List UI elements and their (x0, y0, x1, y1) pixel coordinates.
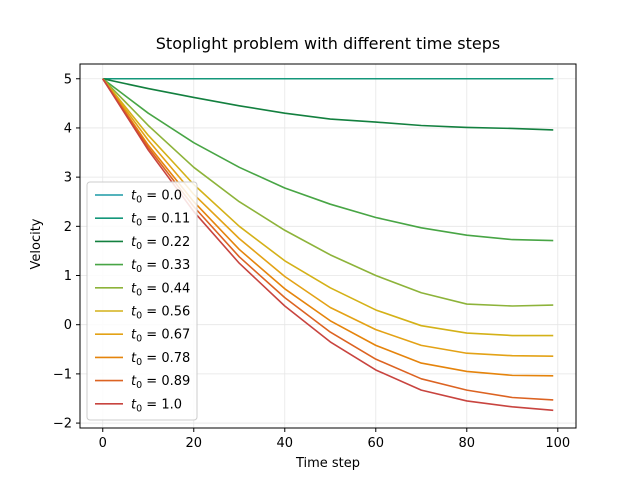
series-line-3 (102, 78, 554, 242)
x-tick-label: 0 (99, 436, 107, 451)
plot-frame (79, 63, 577, 429)
y-tick-label: 5 (64, 72, 72, 87)
legend-label: t0 = 0.56 (131, 305, 190, 322)
y-tick-label: −2 (53, 417, 72, 432)
x-tick-label: 80 (459, 436, 476, 451)
x-tick-label: 20 (185, 436, 202, 451)
y-axis-label: Velocity (29, 218, 44, 269)
y-tick-label: 0 (64, 318, 72, 333)
x-tick-label: 40 (276, 436, 293, 451)
legend-label: t0 = 0.44 (131, 281, 190, 298)
legend-label: t0 = 0.11 (131, 212, 190, 229)
y-tick-label: −1 (53, 367, 72, 382)
y-tick-label: 1 (64, 269, 72, 284)
y-tick-label: 2 (64, 220, 72, 235)
legend: t0 = 0.0 t0 = 0.11 t0 = 0.22 t0 = 0.33 t0 = … (86, 181, 198, 421)
y-tick-label: 3 (64, 171, 72, 186)
legend-label: t0 = 1.0 (131, 397, 182, 414)
legend-label: t0 = 0.0 (131, 189, 182, 206)
legend-label: t0 = 0.33 (131, 258, 190, 275)
series-line-5 (102, 78, 554, 337)
legend-label: t0 = 0.22 (131, 235, 190, 252)
x-tick-label: 60 (368, 436, 385, 451)
series-line-6 (102, 78, 554, 357)
x-axis: 0 20 40 60 80 100 (99, 428, 570, 451)
y-tick-label: 4 (64, 121, 72, 136)
legend-label: t0 = 0.89 (131, 374, 190, 391)
legend-label: t0 = 0.78 (131, 351, 190, 368)
x-tick-label: 100 (545, 436, 570, 451)
x-axis-label: Time step (295, 456, 360, 471)
series-line-2 (102, 77, 554, 131)
chart-title: Stoplight problem with different time st… (156, 34, 500, 53)
legend-label: t0 = 0.67 (131, 328, 190, 345)
y-axis: −2 −1 0 1 2 3 4 5 (53, 72, 80, 432)
series-line-4 (102, 78, 554, 307)
